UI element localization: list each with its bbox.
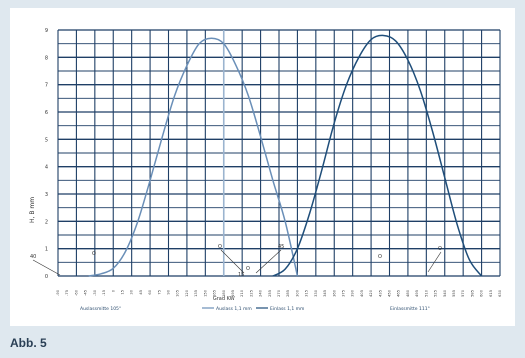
x-tick-label: 90 <box>167 289 171 294</box>
x-tick-label: 15 <box>120 290 124 295</box>
x-tick-label: 30 <box>130 289 134 294</box>
annotation-label: O <box>438 246 442 252</box>
x-tick-label: -15 <box>102 290 106 296</box>
y-tick-label: 8 <box>45 55 48 61</box>
annotation-label: O <box>92 251 96 257</box>
y-tick-label: 2 <box>45 219 48 225</box>
annotation-label: O <box>246 266 250 272</box>
x-tick-label: 450 <box>388 289 392 297</box>
x-tick-label: 75 <box>157 290 161 295</box>
series-line-1 <box>88 37 299 277</box>
y-tick-label: 3 <box>45 192 48 198</box>
x-tick-label: 150 <box>203 289 207 297</box>
x-tick-label: 405 <box>360 290 364 297</box>
y-tick-label: 4 <box>45 165 48 171</box>
x-tick-label: 135 <box>194 290 198 297</box>
x-tick-label: 270 <box>277 289 281 297</box>
x-tick-label: -30 <box>93 289 97 296</box>
x-tick-label: 255 <box>268 290 272 297</box>
annotation-leader <box>427 251 442 273</box>
x-tick-label: 210 <box>240 289 244 297</box>
grid <box>57 29 501 277</box>
x-tick-label: 630 <box>498 289 502 297</box>
y-tick-label: 9 <box>45 28 48 34</box>
x-tick-label: 225 <box>249 290 253 297</box>
x-tick-label: 180 <box>222 289 226 297</box>
x-tick-label: 60 <box>148 289 152 294</box>
x-tick-label: 390 <box>351 289 355 297</box>
x-tick-label: -75 <box>65 290 69 296</box>
x-tick-label: 420 <box>369 289 373 297</box>
annotation-leader <box>32 259 61 276</box>
x-tick-label: 435 <box>378 290 382 297</box>
labels: Auslassmitte 105° Einlassmitte 111° Auslas… <box>80 306 430 312</box>
x-tick-label: 300 <box>295 289 299 297</box>
y-tick-label: 7 <box>45 83 48 89</box>
annotation-label: 15 <box>238 272 244 278</box>
x-tick-label: 585 <box>470 290 474 297</box>
chart-panel: 0 1 2 3 4 5 6 7 8 9 H, B mm -90 -75 -60 -45 -30 -15 0 15 30… <box>10 8 515 326</box>
legend-label-auslass: Auslass 1,1 mm <box>216 306 252 312</box>
x-tick-label: 465 <box>397 290 401 297</box>
x-tick-label: 525 <box>434 290 438 297</box>
x-tick-label: 45 <box>139 290 143 295</box>
y-axis-title: H, B mm <box>29 197 36 223</box>
x-tick-label: 195 <box>231 290 235 297</box>
x-tick-label: 105 <box>176 290 180 297</box>
x-tick-label: 570 <box>461 289 465 297</box>
annotation-label: O <box>378 254 382 260</box>
x-tick-label: 510 <box>424 289 428 297</box>
x-tick-label: 285 <box>286 290 290 297</box>
x-tick-label: 555 <box>452 290 456 297</box>
x-tick-label: 375 <box>341 290 345 297</box>
y-tick-label: 1 <box>45 247 48 253</box>
x-tick-label: 315 <box>305 290 309 297</box>
y-tick-label: 5 <box>45 137 48 143</box>
x-tick-label: 330 <box>314 289 318 297</box>
x-axis-title: Grad KW <box>213 296 235 302</box>
series-line-2 <box>272 34 483 277</box>
x-tick-label: -45 <box>84 290 88 296</box>
legend-label-einlass: Einlass 1,1 mm <box>270 306 304 312</box>
bottom-label-auslassmitte: Auslassmitte 105° <box>80 306 121 312</box>
x-tick-label: 540 <box>443 289 447 297</box>
x-tick-label: 240 <box>259 289 263 297</box>
series <box>88 34 483 277</box>
annotation-leader <box>220 249 245 274</box>
x-tick-label: 615 <box>489 290 493 297</box>
x-tick-label: 600 <box>480 289 484 297</box>
annotation-label: O <box>218 244 222 250</box>
y-tick-label: 0 <box>45 274 48 280</box>
annotation-label: 45 <box>278 244 284 250</box>
annotation-leader <box>255 249 282 274</box>
x-tick-label: 495 <box>415 290 419 297</box>
figure-caption: Abb. 5 <box>10 336 47 350</box>
bottom-label-einlassmitte: Einlassmitte 111° <box>390 306 430 312</box>
x-tick-label: 0 <box>111 289 115 292</box>
x-tick-label: 120 <box>185 289 189 297</box>
annotation-label: 40 <box>30 254 36 260</box>
x-tick-label: -90 <box>56 289 60 296</box>
x-tick-label: -60 <box>74 289 78 296</box>
x-tick-label: 165 <box>213 290 217 297</box>
x-tick-label: 345 <box>323 290 327 297</box>
x-tick-label: 480 <box>406 289 410 297</box>
x-tick-label: 360 <box>332 289 336 297</box>
y-tick-label: 6 <box>45 110 48 116</box>
